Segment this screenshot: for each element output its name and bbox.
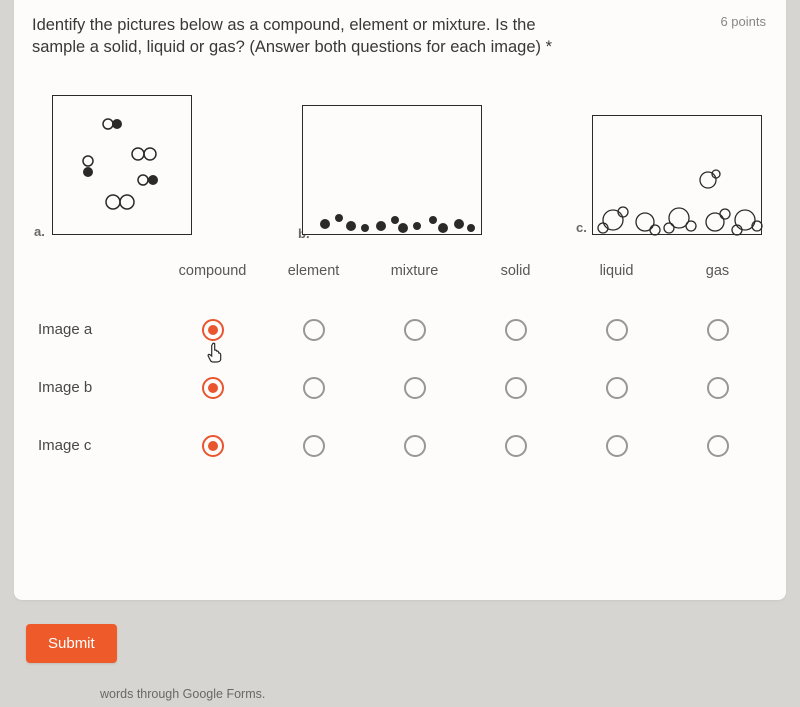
radio-cell-r2-c0 (162, 435, 263, 457)
radio-r1-c0[interactable] (202, 377, 224, 399)
radio-r0-c0[interactable] (202, 319, 224, 341)
radio-r2-c4[interactable] (606, 435, 628, 457)
radio-r2-c5[interactable] (707, 435, 729, 457)
image-c (592, 115, 762, 235)
radio-cell-r2-c4 (566, 435, 667, 457)
radio-cell-r1-c1 (263, 377, 364, 399)
images-row: a. b. (52, 85, 762, 235)
radio-cell-r0-c1 (263, 319, 364, 341)
image-a-wrap: a. (52, 95, 192, 235)
col-gas: gas (667, 263, 768, 283)
question-line-2: sample a solid, liquid or gas? (Answer b… (32, 38, 552, 56)
radio-r2-c0[interactable] (202, 435, 224, 457)
radio-r0-c2[interactable] (404, 319, 426, 341)
answer-grid: compound element mixture solid liquid ga… (32, 263, 768, 457)
radio-r2-c2[interactable] (404, 435, 426, 457)
radio-cell-r1-c3 (465, 377, 566, 399)
submit-button[interactable]: Submit (26, 624, 117, 663)
radio-r0-c3[interactable] (505, 319, 527, 341)
radio-cell-r0-c2 (364, 319, 465, 341)
question-text: Identify the pictures below as a compoun… (32, 14, 592, 59)
row-label-1: Image b (32, 379, 162, 396)
cursor-icon (206, 341, 224, 363)
radio-r1-c3[interactable] (505, 377, 527, 399)
radio-cell-r1-c5 (667, 377, 768, 399)
radio-r1-c2[interactable] (404, 377, 426, 399)
row-label-0: Image a (32, 321, 162, 338)
image-c-wrap: c. (592, 115, 762, 235)
radio-r1-c4[interactable] (606, 377, 628, 399)
col-mixture: mixture (364, 263, 465, 283)
radio-r0-c4[interactable] (606, 319, 628, 341)
image-b-wrap: b. (302, 105, 482, 235)
radio-r1-c5[interactable] (707, 377, 729, 399)
points-label: 6 points (720, 14, 766, 29)
radio-cell-r1-c2 (364, 377, 465, 399)
radio-cell-r1-c0 (162, 377, 263, 399)
radio-cell-r0-c5 (667, 319, 768, 341)
radio-cell-r0-c3 (465, 319, 566, 341)
radio-cell-r2-c2 (364, 435, 465, 457)
radio-cell-r0-c0 (162, 319, 263, 341)
radio-r2-c1[interactable] (303, 435, 325, 457)
radio-cell-r2-c5 (667, 435, 768, 457)
image-a (52, 95, 192, 235)
radio-cell-r0-c4 (566, 319, 667, 341)
question-card: 6 points Identify the pictures below as … (14, 0, 786, 600)
radio-cell-r2-c1 (263, 435, 364, 457)
radio-cell-r1-c4 (566, 377, 667, 399)
col-element: element (263, 263, 364, 283)
image-a-label: a. (34, 224, 45, 239)
col-liquid: liquid (566, 263, 667, 283)
col-compound: compound (162, 263, 263, 283)
radio-r1-c1[interactable] (303, 377, 325, 399)
row-label-2: Image c (32, 437, 162, 454)
radio-cell-r2-c3 (465, 435, 566, 457)
footer-text: words through Google Forms. (100, 687, 265, 701)
image-b (302, 105, 482, 235)
question-line-1: Identify the pictures below as a compoun… (32, 16, 536, 34)
radio-r0-c5[interactable] (707, 319, 729, 341)
radio-r2-c3[interactable] (505, 435, 527, 457)
image-c-label: c. (576, 220, 587, 235)
radio-r0-c1[interactable] (303, 319, 325, 341)
col-solid: solid (465, 263, 566, 283)
